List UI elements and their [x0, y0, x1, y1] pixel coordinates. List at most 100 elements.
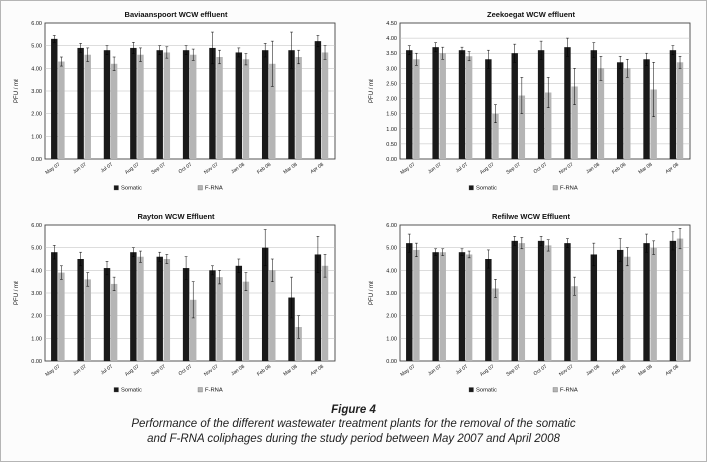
y-tick-label: 2.00 [386, 314, 397, 320]
figure-caption-line1: Performance of the different wastewater … [131, 418, 576, 431]
figure-caption-title: Figure 4 [331, 404, 376, 416]
x-axis-label: Nov 07 [558, 364, 575, 378]
bar [439, 252, 446, 361]
bar [537, 240, 545, 361]
bar [216, 277, 223, 361]
x-axis-label: Oct 07 [533, 364, 549, 377]
bar [261, 50, 269, 160]
x-axis-label: Nov 07 [203, 162, 220, 176]
chart-title: Rayton WCW Effluent [137, 212, 215, 221]
x-axis-label: Mar 08 [282, 162, 298, 176]
bar [518, 95, 526, 159]
bar [77, 47, 84, 159]
bar [58, 61, 65, 159]
bar [190, 54, 197, 159]
bar [84, 54, 91, 159]
bar [492, 113, 499, 159]
x-axis-label: Jul 07 [455, 364, 470, 377]
bar [650, 247, 657, 361]
bar [413, 59, 420, 160]
y-tick-label: 2.00 [31, 112, 42, 118]
chart-title: Baviaanspoort WCW effluent [125, 10, 228, 19]
bar [485, 59, 492, 160]
bar [669, 240, 677, 361]
bar [676, 62, 684, 159]
legend-label: F-RNA [560, 388, 578, 394]
bar [77, 259, 84, 361]
y-tick-label: 0.00 [386, 157, 397, 163]
x-axis-label: Jan 08 [230, 162, 246, 176]
x-axis-label: Nov 07 [203, 364, 220, 378]
bar [110, 283, 118, 361]
bar [58, 272, 65, 361]
x-axis-label: Feb 08 [256, 162, 272, 176]
chart-refilwe: Refilwe WCW Effluent 0.00 1.00 2.00 3.00 4.00… [368, 212, 691, 394]
bar [564, 47, 571, 159]
bar [182, 268, 190, 361]
bar [209, 47, 216, 159]
bar [432, 47, 439, 159]
bar [269, 63, 276, 159]
y-tick-label: 3.00 [31, 291, 42, 297]
bar [321, 265, 329, 361]
x-axis-label: Jan 08 [585, 364, 601, 378]
y-tick-label: 5.00 [386, 246, 397, 252]
bar [458, 252, 466, 361]
bar [269, 270, 276, 361]
x-axis-label: Jun 07 [72, 364, 88, 378]
bar [492, 288, 499, 361]
y-tick-label: 0.00 [31, 359, 42, 365]
bar [235, 52, 243, 159]
bar [590, 50, 598, 160]
chart-zeekoegat: Zeekoegat WCW effluent 0.00 0.50 1.00 1.50 2.… [368, 10, 691, 192]
legend-label: Somatic [476, 186, 497, 192]
bar [643, 59, 650, 160]
bar [163, 259, 171, 361]
y-tick-label: 6.00 [31, 223, 42, 229]
bar [545, 92, 552, 159]
y-axis-label: PFU / mℓ [13, 281, 20, 305]
bar [156, 50, 163, 160]
chart-panel-baviaanspoort: Baviaanspoort WCW effluent 0.00 1.00 2.00 3.… [11, 7, 341, 197]
bar [465, 56, 473, 159]
x-axis-label: Jun 07 [72, 162, 88, 176]
x-axis-label: Jan 08 [230, 364, 246, 378]
y-axis-label: PFU / mℓ [368, 281, 375, 305]
bar [235, 265, 243, 361]
bar [465, 254, 473, 361]
bar [564, 243, 571, 361]
bar [261, 247, 269, 361]
bar [624, 68, 631, 159]
x-axis-label: Mar 08 [282, 364, 298, 378]
x-axis-label: Feb 08 [611, 162, 627, 176]
bar [163, 52, 171, 159]
bar [485, 259, 492, 361]
x-axis-label: Sep 07 [505, 162, 522, 176]
bar [511, 240, 518, 361]
bar [545, 245, 552, 361]
x-axis-label: Oct 07 [533, 162, 549, 175]
x-axis-label: Apr 08 [309, 162, 325, 175]
x-axis-label: Jul 07 [100, 364, 115, 377]
bar [616, 249, 624, 361]
x-axis-label: May 07 [44, 364, 61, 378]
y-tick-label: 4.00 [31, 66, 42, 72]
bar [650, 89, 657, 159]
legend-label: F-RNA [205, 186, 223, 192]
y-tick-label: 3.50 [386, 51, 397, 57]
legend-swatch [197, 387, 203, 393]
x-axis-label: Jul 07 [100, 162, 115, 175]
y-tick-label: 3.00 [386, 66, 397, 72]
x-axis-label: Feb 08 [611, 364, 627, 378]
bar [242, 281, 250, 361]
chart-panel-zeekoegat: Zeekoegat WCW effluent 0.00 0.50 1.00 1.50 2.… [366, 7, 696, 197]
x-axis-label: Jun 07 [427, 162, 443, 176]
chart-rayton: Rayton WCW Effluent 0.00 1.00 2.00 3.00 4.00 5… [13, 212, 336, 394]
bar [110, 63, 118, 159]
bar [295, 57, 302, 159]
figure-caption: Figure 4 Performance of the different wa… [1, 403, 706, 446]
bar [518, 243, 526, 361]
y-tick-label: 6.00 [386, 223, 397, 229]
x-axis-label: May 07 [399, 162, 416, 176]
